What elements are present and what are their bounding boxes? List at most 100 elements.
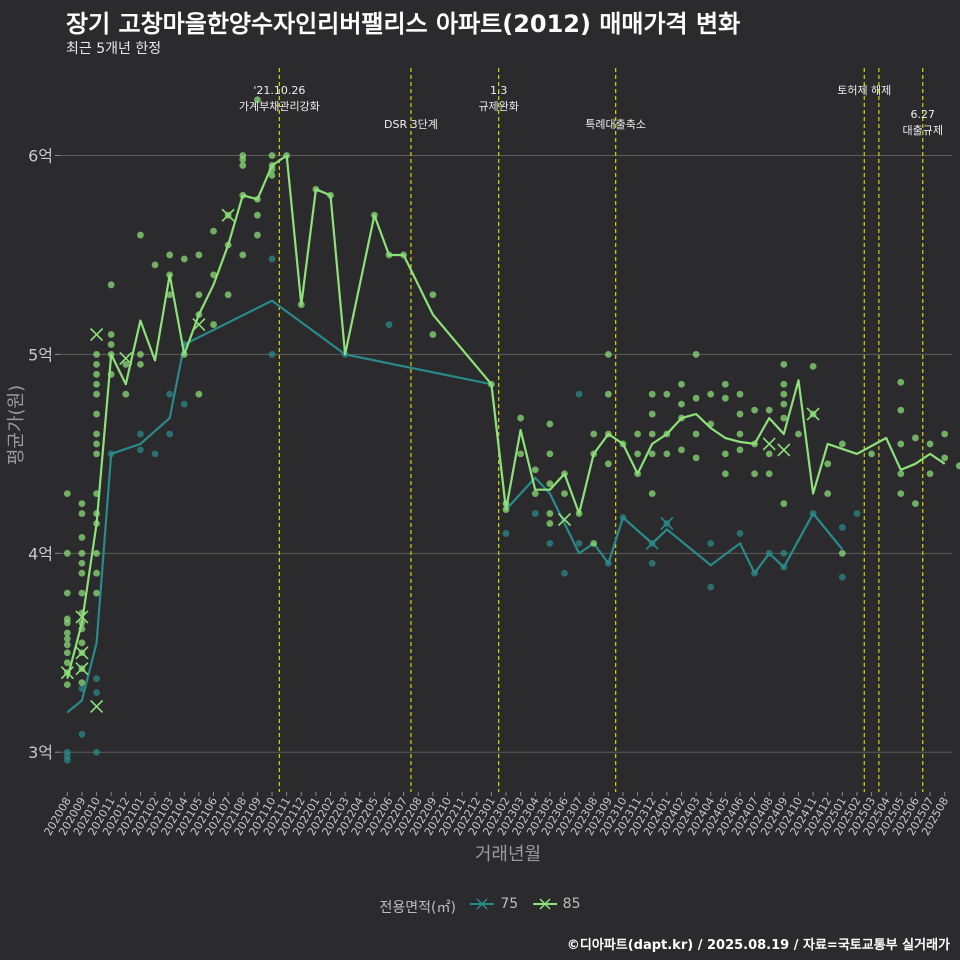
- data-point: [590, 430, 598, 438]
- data-point: [546, 539, 554, 547]
- data-point: [765, 406, 773, 414]
- data-point: [692, 351, 700, 358]
- data-point: [648, 559, 656, 567]
- data-point: [78, 559, 86, 567]
- data-point: [736, 430, 744, 438]
- data-point: [751, 470, 758, 478]
- data-point: [78, 534, 86, 541]
- data-point: [137, 351, 144, 358]
- page-subtitle: 최근 5개년 한정: [66, 41, 162, 57]
- data-point: [385, 321, 393, 328]
- data-point: [765, 470, 773, 478]
- data-point: [93, 689, 100, 696]
- source-caption: ©디아파트(dapt.kr) / 2025.08.19 / 자료=국토교통부 실…: [566, 938, 950, 953]
- data-point: [63, 748, 71, 756]
- data-point: [736, 446, 744, 454]
- data-point: [838, 440, 846, 448]
- data-point: [912, 500, 919, 507]
- data-point: [137, 430, 144, 438]
- data-point: [93, 549, 100, 557]
- data-point: [63, 641, 71, 649]
- legend-item-75: 75: [470, 896, 518, 912]
- data-point: [107, 281, 115, 289]
- data-point: [926, 440, 934, 448]
- data-point: [63, 756, 71, 764]
- data-point: [707, 539, 715, 547]
- cross-marker: [557, 512, 572, 527]
- data-point: [195, 291, 203, 299]
- data-point: [692, 430, 700, 438]
- axis-layer: 3억4억5억6억20200820200920201020201120201220…: [28, 147, 951, 838]
- data-point: [93, 380, 100, 388]
- data-point: [531, 466, 539, 474]
- legend-title: 전용면적(㎡): [379, 900, 456, 916]
- cross-stroke: [75, 610, 89, 624]
- data-point: [239, 162, 247, 169]
- legend-swatch-75: [470, 898, 495, 910]
- data-point: [429, 331, 437, 338]
- page-title: 장기 고창마을한양수자인리버팰리스 아파트(2012) 매매가격 변화: [66, 10, 741, 38]
- data-point: [561, 569, 568, 577]
- y-tick-label: 4억: [28, 544, 53, 563]
- data-point: [765, 450, 773, 458]
- data-point: [63, 635, 71, 643]
- data-point: [137, 446, 144, 454]
- data-point: [93, 675, 100, 683]
- data-point: [63, 659, 71, 667]
- data-point: [531, 490, 539, 498]
- data-point: [780, 500, 788, 507]
- data-point: [663, 390, 671, 398]
- y-tick-label: 3억: [28, 743, 53, 762]
- data-point: [63, 619, 71, 627]
- data-point: [195, 251, 203, 259]
- data-point: [166, 251, 174, 259]
- data-point: [166, 291, 174, 299]
- data-point: [868, 450, 875, 458]
- data-point: [93, 450, 100, 458]
- data-point: [575, 539, 583, 547]
- data-point: [78, 569, 86, 577]
- data-point: [648, 410, 656, 418]
- data-point: [517, 414, 525, 422]
- event-label: 토허제 해제: [837, 83, 891, 97]
- event-label: '21.10.26: [253, 84, 305, 97]
- cross-stroke: [806, 407, 820, 421]
- cross-stroke: [60, 666, 74, 680]
- event-label: DSR 3단계: [384, 118, 438, 131]
- series-line: [66, 299, 844, 714]
- data-point: [268, 255, 276, 263]
- legend: 전용면적(㎡) 75 85: [0, 896, 960, 917]
- cross-stroke: [119, 351, 133, 365]
- data-point: [195, 390, 203, 398]
- grid-layer: [60, 155, 952, 753]
- event-label: 특례대출축소: [585, 118, 646, 131]
- data-point: [93, 370, 100, 378]
- legend-label-85: 85: [562, 896, 581, 912]
- data-point: [93, 390, 100, 398]
- cross-marker: [89, 327, 104, 342]
- legend-label-75: 75: [500, 896, 519, 912]
- data-point: [721, 380, 729, 388]
- data-point: [180, 255, 188, 263]
- data-point: [93, 351, 100, 358]
- data-point: [692, 454, 700, 462]
- data-point: [166, 390, 174, 398]
- data-point: [824, 460, 832, 468]
- data-point: [63, 681, 71, 688]
- y-tick-label: 5억: [28, 345, 53, 364]
- data-point: [210, 227, 217, 235]
- data-point: [429, 291, 437, 299]
- cross-marker: [75, 662, 89, 676]
- data-point: [780, 400, 788, 408]
- data-point: [663, 450, 671, 458]
- event-label: 규제완화: [478, 100, 518, 113]
- data-point: [824, 490, 832, 498]
- cross-stroke: [762, 437, 776, 451]
- data-point: [63, 629, 71, 637]
- y-axis-title: 평균가(원): [6, 385, 27, 465]
- data-point: [780, 549, 788, 557]
- data-point: [502, 530, 510, 537]
- data-point: [634, 430, 642, 438]
- data-point: [107, 331, 115, 338]
- data-point: [736, 390, 744, 398]
